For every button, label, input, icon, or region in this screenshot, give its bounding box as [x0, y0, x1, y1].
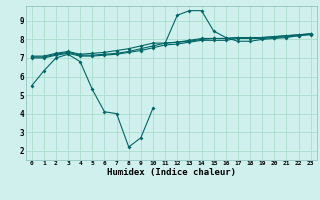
X-axis label: Humidex (Indice chaleur): Humidex (Indice chaleur) — [107, 168, 236, 177]
